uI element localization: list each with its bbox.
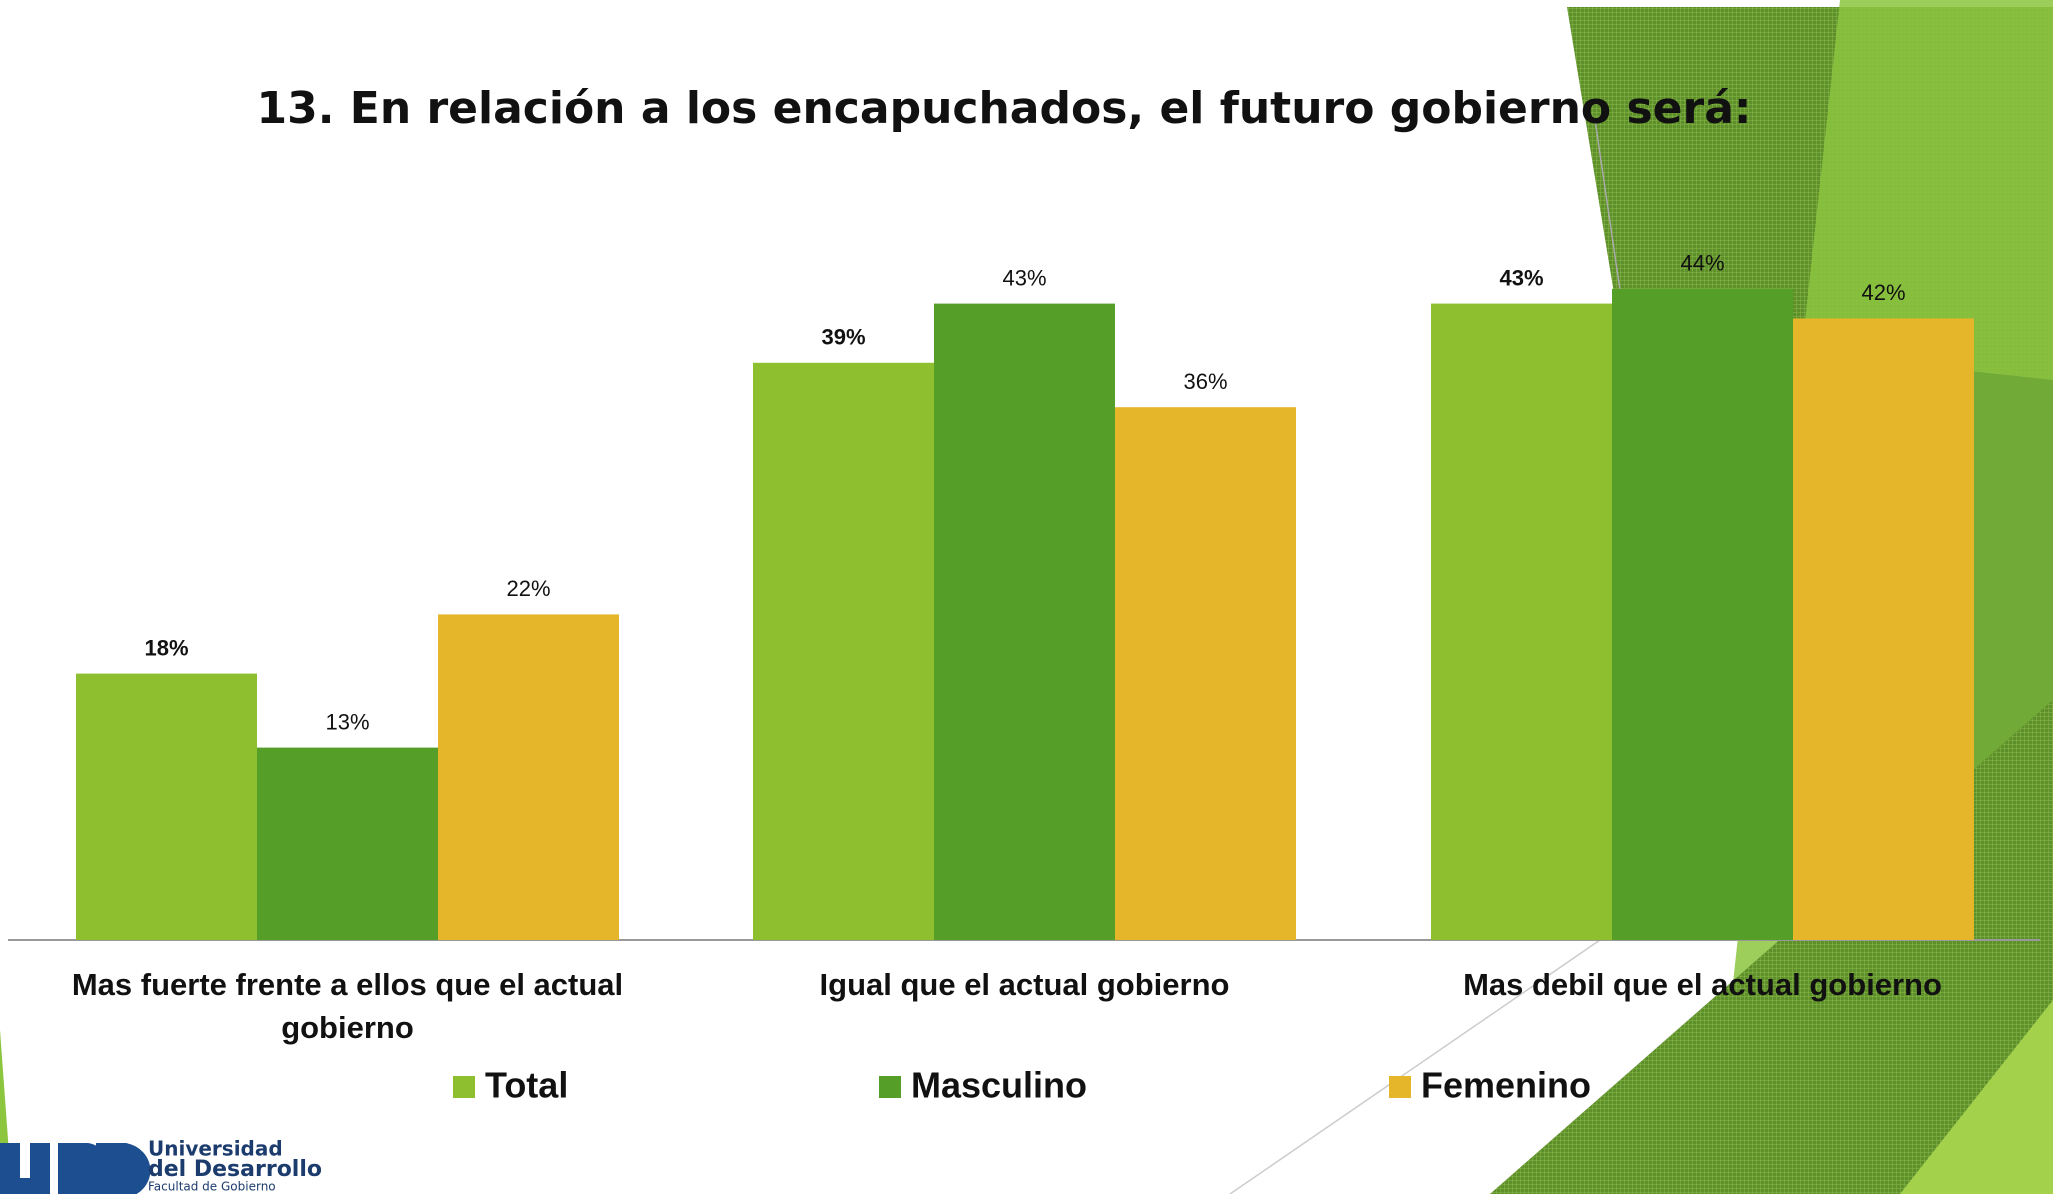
bar [1115,407,1296,940]
legend-swatch [1389,1076,1411,1098]
legend-swatch [453,1076,475,1098]
x-tick-label: Igual que el actual gobierno [705,963,1345,1006]
slide: 13. En relación a los encapuchados, el f… [0,0,2053,1194]
data-label: 13% [325,709,369,734]
legend-label: Total [485,1065,568,1106]
legend-label: Femenino [1421,1065,1591,1106]
bar [257,748,438,940]
legend-label: Masculino [911,1065,1087,1106]
x-tick-label: Mas fuerte frente a ellos que el actual … [68,963,628,1049]
chart-title: 13. En relación a los encapuchados, el f… [257,83,1752,134]
bar [1431,304,1612,940]
bar [438,614,619,940]
bar [1793,318,1974,940]
logo: Universidad del Desarrollo Facultad de G… [0,1137,322,1194]
data-label: 18% [144,635,188,660]
data-label: 42% [1861,280,1905,305]
legend-swatch [879,1076,901,1098]
data-label: 39% [821,325,865,350]
bar [1612,289,1793,940]
data-label: 36% [1183,369,1227,394]
logo-text: Facultad de Gobierno [148,1180,276,1194]
data-label: 43% [1499,265,1543,290]
bar [753,363,934,940]
x-tick-label: Mas debil que el actual gobierno [1383,963,2023,1006]
logo-text: del Desarrollo [148,1157,322,1182]
bar [934,304,1115,940]
data-label: 22% [506,576,550,601]
data-label: 44% [1680,251,1724,276]
data-label: 43% [1002,265,1046,290]
bar [76,674,257,940]
